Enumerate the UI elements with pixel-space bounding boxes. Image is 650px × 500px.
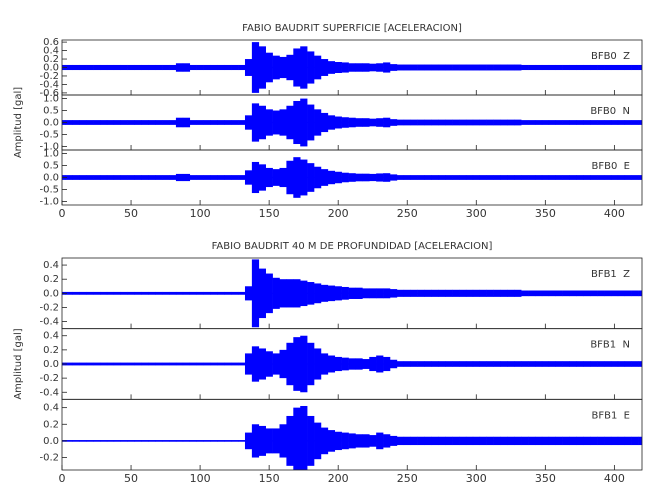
x-tick-label: 250 [397, 472, 418, 485]
y-tick-label: -0.5 [39, 129, 59, 140]
x-tick-label: 0 [59, 472, 66, 485]
series-label: BFB1 Z [591, 269, 630, 280]
x-tick-label: 300 [466, 207, 487, 220]
x-tick-label: 200 [328, 207, 349, 220]
y-tick-label: 0.5 [43, 106, 59, 117]
y-tick-label: -0.4 [39, 79, 59, 90]
y-tick-label: 0.2 [43, 274, 59, 285]
series-label: BFB0 Z [591, 51, 630, 62]
y-tick-label: 0.4 [43, 46, 59, 57]
y-tick-label: -0.2 [39, 373, 59, 384]
y-tick-label: -0.4 [39, 317, 59, 328]
x-tick-label: 350 [535, 207, 556, 220]
x-tick-label: 250 [397, 207, 418, 220]
x-tick-label: 300 [466, 472, 487, 485]
y-tick-label: 0.4 [43, 331, 59, 342]
y-tick-label: -0.6 [39, 88, 59, 99]
y-tick-label: 0.0 [43, 63, 59, 74]
y-tick-label: 0.2 [43, 54, 59, 65]
series-label: BFB1 E [591, 410, 630, 421]
x-tick-label: 100 [190, 207, 211, 220]
y-tick-label: -0.2 [39, 71, 59, 82]
series-label: BFB0 E [591, 161, 630, 172]
x-tick-label: 350 [535, 472, 556, 485]
y-tick-label: -1.0 [39, 196, 59, 207]
y-tick-label: -1.0 [39, 141, 59, 152]
x-tick-label: 200 [328, 472, 349, 485]
y-axis-label: Amplitud [gal] [13, 328, 24, 399]
y-tick-label: 0.2 [43, 419, 59, 430]
x-tick-label: 400 [604, 472, 625, 485]
x-tick-label: 100 [190, 472, 211, 485]
traces [62, 259, 642, 470]
panel-frame [61, 398, 643, 471]
y-tick-label: -0.2 [39, 302, 59, 313]
y-tick-label: 0.4 [43, 260, 59, 271]
y-tick-label: -0.2 [39, 453, 59, 464]
y-tick-label: 0.4 [43, 403, 59, 414]
y-tick-label: 0.2 [43, 345, 59, 356]
x-tick-label: 150 [259, 207, 280, 220]
y-tick-label: -0.4 [39, 387, 59, 398]
x-tick-label: 400 [604, 207, 625, 220]
y-tick-label: 0.0 [43, 359, 59, 370]
y-axis-label: Amplitud [gal] [13, 87, 24, 158]
trace-envelope [300, 405, 308, 470]
series-label: BFB1 N [590, 340, 630, 351]
y-tick-label: 0.5 [43, 161, 59, 172]
y-tick-label: 0.0 [43, 173, 59, 184]
x-tick-label: 50 [124, 472, 138, 485]
x-tick-label: 0 [59, 207, 66, 220]
series-label: BFB0 N [590, 106, 630, 117]
panel-frame [61, 149, 643, 206]
chart-title: FABIO BAUDRIT 40 M DE PROFUNDIDAD [ACELE… [212, 241, 493, 252]
y-tick-label: 1.0 [43, 94, 59, 105]
y-tick-label: 0.0 [43, 436, 59, 447]
x-tick-label: 150 [259, 472, 280, 485]
chart-title: FABIO BAUDRIT SUPERFICIE [ACELERACION] [242, 23, 462, 34]
x-tick-label: 50 [124, 207, 138, 220]
trace-envelope [293, 407, 301, 470]
y-tick-label: 0.0 [43, 118, 59, 129]
y-tick-label: 0.6 [43, 37, 59, 48]
y-tick-label: 0.0 [43, 288, 59, 299]
y-tick-label: 1.0 [43, 149, 59, 160]
y-tick-label: -0.5 [39, 184, 59, 195]
traces [62, 42, 642, 198]
